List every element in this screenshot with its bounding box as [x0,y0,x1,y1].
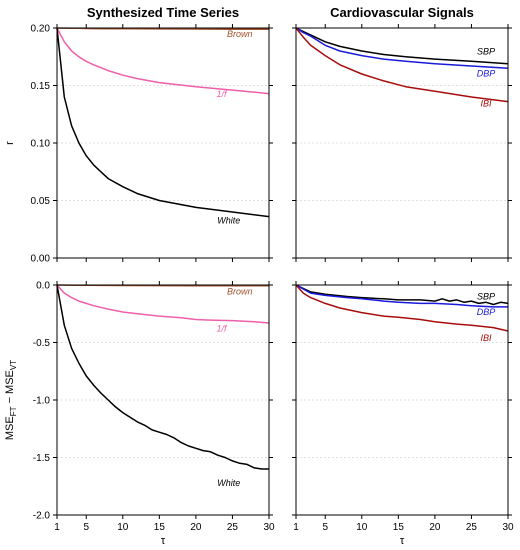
x-tick-label: 1 [293,522,299,533]
series-label: Brown [227,29,253,39]
x-tick-label: 1 [54,522,60,533]
y-tick-label: -1.5 [33,453,51,464]
x-tick-label: 30 [263,522,275,533]
y-tick-label: 0.05 [31,196,51,207]
panel-title: Synthesized Time Series [87,5,239,20]
series-line-ibi [295,284,509,332]
x-tick-label: 20 [429,522,441,533]
series-line-dbp [295,27,509,70]
y-tick-label: 0.20 [31,24,51,35]
y-tick-label: 0.10 [31,139,51,150]
panel-2: SBP DBP IBI Cardiovascular Signals [292,5,512,262]
series-label: Brown [227,286,253,296]
y-tick-label: -1.0 [33,396,51,407]
panel-title: Cardiovascular Signals [330,5,474,20]
y-tick-label: 0.15 [31,81,51,92]
y-tick-label: 0.00 [31,254,51,265]
x-tick-label: 25 [227,522,239,533]
x-tick-label: 10 [117,522,129,533]
y-tick-label: -2.0 [33,511,51,522]
series-label: White [217,478,240,488]
x-axis-title: τ [161,535,166,547]
series-line-white [56,284,269,470]
series-label: White [217,216,240,226]
x-tick-label: 15 [154,522,166,533]
series-line-sbp [295,284,509,306]
series-label: IBI [481,98,493,108]
series-label: 1/f [216,89,228,99]
series-line-1-f [56,284,270,324]
series-label: SBP [477,47,495,57]
x-tick-label: 5 [83,522,89,533]
x-tick-label: 15 [393,522,405,533]
y-axis-title: r [4,141,16,145]
x-axis-title: τ [400,535,405,547]
series-line-1-f [56,27,270,95]
series-line-dbp [295,284,508,308]
series-line-white [56,27,270,218]
series-label: DBP [477,307,496,317]
x-tick-label: 20 [190,522,202,533]
series-line-ibi [295,27,509,103]
series-label: DBP [477,68,496,78]
panel-1: Brown 1/f White 0.00 0.05 0.10 0.15 0.20 Synthes… [4,5,273,265]
series-label: SBP [477,292,495,302]
series-label: 1/f [216,324,228,334]
x-tick-label: 30 [502,522,514,533]
y-axis-title: MSEFT − MSEVT [4,360,18,440]
x-tick-label: 25 [466,522,478,533]
y-tick-label: 0.0 [36,281,50,292]
series-label: IBI [481,333,493,343]
y-tick-label: -0.5 [33,338,51,349]
series-line-sbp [295,27,509,65]
x-tick-label: 10 [356,522,368,533]
x-tick-label: 5 [322,522,328,533]
